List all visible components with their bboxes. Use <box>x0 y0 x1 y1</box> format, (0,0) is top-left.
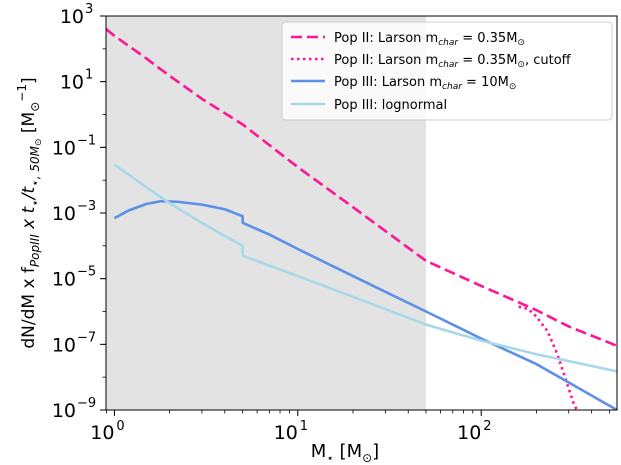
y-tick-label-exp-5: −5 <box>77 265 96 280</box>
y-tick-label-4: 10 <box>52 203 76 225</box>
y-tick-label-7: 10 <box>52 400 76 422</box>
series-line-3 <box>113 199 617 410</box>
y-axis-title: dN/dM x fPopIII x t⋆/t⋆, 50M⊙ [M⊙−1] <box>15 77 44 348</box>
y-tick-label-1: 10 <box>60 6 84 28</box>
x-tick-label-2: 10 <box>274 422 298 444</box>
y-tick-label-exp-3: −1 <box>77 133 96 148</box>
legend-label-3: Pop III: Larson mchar = 10M⊙ <box>334 75 516 92</box>
x-tick-label-exp-1: 0 <box>116 419 124 434</box>
y-tick-label-exp-6: −7 <box>77 330 96 345</box>
y-tick-label-6: 10 <box>52 334 76 356</box>
series-line-4 <box>113 163 617 373</box>
y-tick-label-5: 10 <box>52 269 76 291</box>
y-tick-label-exp-4: −3 <box>77 199 96 214</box>
axes: 10 0 10 1 10 210 310 110 −110 −310 −510 −710 −9M⋆ [M… <box>15 2 618 465</box>
y-tick-label-exp-2: 1 <box>85 68 93 83</box>
series-line-1 <box>106 28 617 348</box>
y-tick-label-exp-7: −9 <box>77 396 96 411</box>
legend: Pop II: Larson mchar = 0.35M⊙ Pop II: Lar… <box>281 21 613 121</box>
y-tick-label-exp-1: 3 <box>85 2 93 17</box>
x-tick-label-exp-2: 1 <box>300 419 308 434</box>
x-tick-label-3: 10 <box>457 422 481 444</box>
x-tick-label-exp-3: 2 <box>483 419 491 434</box>
y-tick-label-2: 10 <box>60 72 84 94</box>
y-tick-label-3: 10 <box>52 137 76 159</box>
legend-label-2: Pop II: Larson mchar = 0.35M⊙, cutoff <box>334 53 572 70</box>
legend-label-4: Pop III: lognormal <box>334 98 447 113</box>
legend-box <box>281 21 613 121</box>
legend-label-1: Pop II: Larson mchar = 0.35M⊙ <box>334 31 525 48</box>
x-tick-label-1: 10 <box>90 422 114 444</box>
